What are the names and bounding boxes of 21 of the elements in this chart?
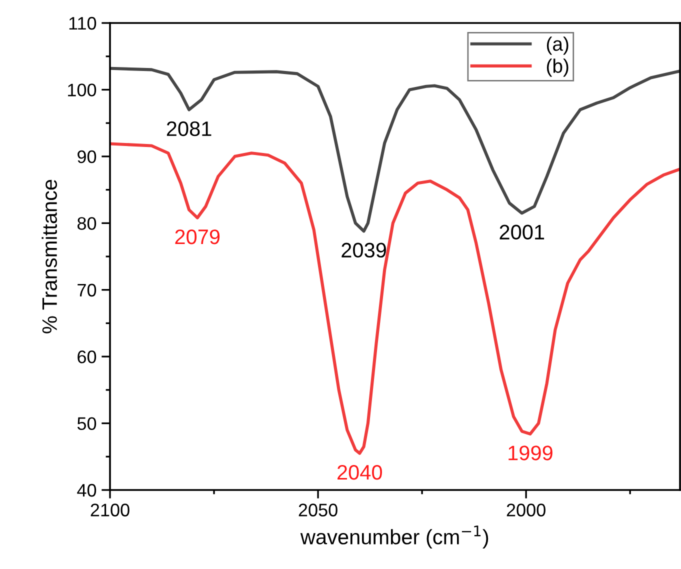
annotation: 2001 <box>500 224 544 240</box>
y-tick-label: 60 <box>78 350 96 364</box>
y-tick-label: 90 <box>78 150 96 164</box>
legend-label: (a) <box>546 36 568 55</box>
annotation: 2040 <box>338 464 382 480</box>
annotation: 2079 <box>175 229 220 244</box>
annotation: 2081 <box>166 121 212 136</box>
x-axis-title: wavenumber (cm$^{−1}$) <box>300 526 488 548</box>
y-tick-label: 100 <box>68 84 96 96</box>
x-tick-label: 2100 <box>90 504 130 516</box>
y-tick-label: 110 <box>69 16 96 30</box>
annotation: 1999 <box>508 446 552 460</box>
y-tick-label: 50 <box>77 417 96 430</box>
legend-label: (b) <box>546 58 568 77</box>
y-tick-label: 80 <box>78 217 96 230</box>
y-tick-label: 40 <box>77 484 96 497</box>
x-tick-label: 2000 <box>506 504 546 516</box>
y-tick-label: 70 <box>78 284 96 297</box>
annotation: 2039 <box>342 242 386 258</box>
y-axis-title: % Transmittance <box>42 180 58 334</box>
x-tick-label: 2050 <box>298 504 338 516</box>
